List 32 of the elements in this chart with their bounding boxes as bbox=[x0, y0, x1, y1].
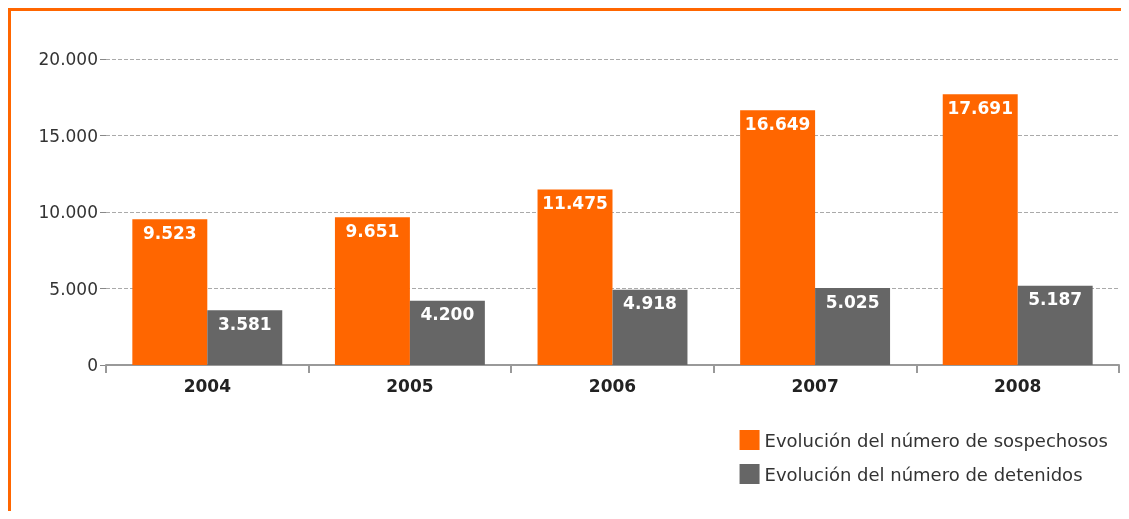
x-tick-label: 2005 bbox=[386, 375, 434, 396]
y-tick-label: 0 bbox=[87, 355, 98, 375]
y-tick-label: 5.000 bbox=[49, 278, 98, 299]
bar bbox=[740, 110, 816, 365]
data-label: 5.025 bbox=[825, 291, 880, 312]
data-label: 4.918 bbox=[623, 293, 677, 314]
data-label: 3.581 bbox=[217, 313, 272, 334]
y-tick-label: 15.000 bbox=[38, 125, 98, 146]
data-label: 17.691 bbox=[947, 97, 1014, 118]
x-tick-label: 2007 bbox=[791, 375, 839, 396]
bar bbox=[334, 217, 410, 365]
bar bbox=[207, 310, 283, 365]
bar bbox=[815, 288, 891, 365]
bar bbox=[1017, 285, 1093, 365]
bar bbox=[942, 94, 1018, 365]
y-tick-label: 20.000 bbox=[38, 49, 98, 69]
bar bbox=[537, 189, 613, 365]
bar bbox=[409, 300, 485, 365]
bar bbox=[612, 289, 688, 365]
data-label: 5.187 bbox=[1028, 289, 1083, 310]
data-label: 9.651 bbox=[345, 220, 400, 241]
data-label: 9.523 bbox=[142, 222, 197, 243]
data-label: 16.649 bbox=[744, 113, 811, 134]
y-tick-label: 10.000 bbox=[38, 202, 98, 222]
legend-label: Evolución del número de detenidos bbox=[764, 463, 1083, 485]
bar bbox=[132, 219, 208, 365]
x-tick-label: 2006 bbox=[588, 375, 637, 396]
legend-label: Evolución del número de sospechosos bbox=[764, 429, 1108, 451]
x-tick-label: 2004 bbox=[183, 375, 232, 396]
x-tick-label: 2008 bbox=[994, 375, 1042, 396]
data-label: 4.200 bbox=[420, 304, 475, 325]
data-label: 11.475 bbox=[542, 192, 608, 213]
